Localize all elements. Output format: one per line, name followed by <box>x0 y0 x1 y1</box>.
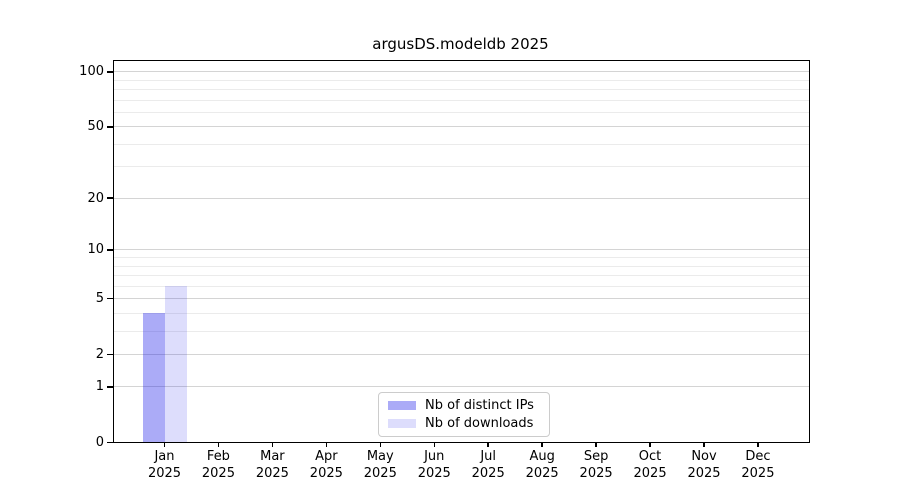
x-tick-year: 2025 <box>363 465 397 481</box>
gridline-minor <box>112 312 810 314</box>
y-axis-tick <box>107 386 113 388</box>
y-axis-tick-label: 5 <box>95 291 104 307</box>
bars-layer <box>113 60 810 443</box>
gridline-major <box>112 249 810 251</box>
x-axis-tick-label: Oct 2025 <box>620 448 680 482</box>
x-axis-tick <box>595 442 597 447</box>
x-axis-tick <box>163 442 166 447</box>
x-axis-tick-label: Jun 2025 <box>404 448 464 482</box>
y-axis-tick <box>107 71 113 73</box>
x-tick-year: 2025 <box>741 465 775 481</box>
y-axis-tick <box>107 249 113 251</box>
y-axis-tick-label: 20 <box>87 190 104 206</box>
y-axis-tick-label: 0 <box>95 435 104 450</box>
gridline-major <box>112 71 810 73</box>
gridline-minor <box>112 79 810 81</box>
bar-distinct-ips-jan <box>142 313 165 443</box>
x-axis-tick <box>379 442 382 447</box>
x-tick-year: 2025 <box>309 465 343 481</box>
y-axis-tick <box>107 197 113 199</box>
x-axis-tick-label: Sep 2025 <box>566 448 626 482</box>
x-axis-tick-label: Jan 2025 <box>135 448 195 482</box>
gridline-minor <box>112 330 810 332</box>
bar-downloads-jan <box>164 286 187 443</box>
legend-item-downloads: Nb of downloads <box>388 416 549 431</box>
x-axis-tick-label: Mar 2025 <box>242 448 302 482</box>
x-tick-year: 2025 <box>471 465 505 481</box>
x-axis-tick-label: Dec 2025 <box>728 448 788 482</box>
x-tick-month: Sep <box>583 448 609 464</box>
gridline-major <box>112 126 810 128</box>
legend-swatch-downloads <box>388 419 416 428</box>
y-axis-tick <box>107 441 113 444</box>
gridline-minor <box>112 166 810 168</box>
y-axis-tick-label: 100 <box>79 64 104 80</box>
gridline-minor <box>112 285 810 287</box>
legend: Nb of distinct IPs Nb of downloads <box>378 392 550 437</box>
gridline-minor <box>112 275 810 277</box>
x-axis-tick <box>325 442 328 447</box>
gridline-minor <box>112 257 810 259</box>
y-axis-tick <box>107 353 113 356</box>
x-tick-year: 2025 <box>633 465 667 481</box>
legend-swatch-distinct-ips <box>388 401 416 410</box>
gridline-major <box>112 353 810 355</box>
y-axis-tick <box>107 297 113 300</box>
x-axis-tick <box>433 442 435 447</box>
gridline-minor <box>112 265 810 267</box>
y-axis-tick-label: 2 <box>95 346 104 362</box>
x-tick-month: Apr <box>315 448 338 464</box>
y-axis-tick <box>107 126 113 128</box>
x-tick-month: Mar <box>260 448 285 464</box>
y-axis-tick-label: 10 <box>87 242 104 258</box>
x-axis-tick <box>757 442 759 447</box>
x-tick-year: 2025 <box>687 465 721 481</box>
plot-area <box>112 59 810 443</box>
x-axis-tick-label: May 2025 <box>350 448 410 482</box>
x-axis-tick-label: Nov 2025 <box>674 448 734 482</box>
gridline-minor <box>112 89 810 91</box>
y-axis-tick-label: 50 <box>87 119 104 135</box>
legend-item-distinct-ips: Nb of distinct IPs <box>388 398 549 413</box>
x-tick-month: Oct <box>638 448 662 464</box>
x-tick-month: May <box>366 448 394 464</box>
gridline-major <box>112 298 810 300</box>
x-tick-month: Feb <box>206 448 230 464</box>
x-axis-tick <box>703 442 705 447</box>
x-tick-year: 2025 <box>417 465 451 481</box>
gridlines-layer <box>112 60 810 443</box>
chart-title: argusDS.modeldb 2025 <box>372 35 549 53</box>
x-axis-tick <box>649 442 651 447</box>
x-axis-tick-label: Aug 2025 <box>512 448 572 482</box>
legend-label-downloads: Nb of downloads <box>425 416 534 431</box>
x-tick-month: Aug <box>529 448 555 464</box>
gridline-minor <box>112 99 810 101</box>
x-tick-month: Jan <box>154 448 175 464</box>
x-tick-month: Dec <box>745 448 771 464</box>
x-tick-year: 2025 <box>201 465 235 481</box>
x-tick-year: 2025 <box>579 465 613 481</box>
x-axis-tick-label: Apr 2025 <box>296 448 356 482</box>
x-axis-tick-label: Feb 2025 <box>188 448 248 482</box>
legend-label-distinct-ips: Nb of distinct IPs <box>425 398 534 413</box>
x-tick-year: 2025 <box>525 465 559 481</box>
x-tick-year: 2025 <box>255 465 289 481</box>
x-axis-tick <box>217 442 220 447</box>
x-axis-tick <box>541 442 543 447</box>
x-tick-month: Nov <box>691 448 717 464</box>
x-tick-month: Jun <box>424 448 445 464</box>
x-tick-month: Jul <box>480 448 497 464</box>
x-axis-tick-label: Jul 2025 <box>458 448 518 482</box>
x-axis-tick <box>271 442 274 447</box>
gridline-minor <box>112 143 810 145</box>
x-tick-year: 2025 <box>147 465 182 481</box>
gridline-minor <box>112 111 810 113</box>
y-axis-tick-label: 1 <box>95 379 104 395</box>
gridline-major <box>112 197 810 199</box>
x-axis-tick <box>487 442 489 447</box>
gridline-major <box>112 386 810 388</box>
